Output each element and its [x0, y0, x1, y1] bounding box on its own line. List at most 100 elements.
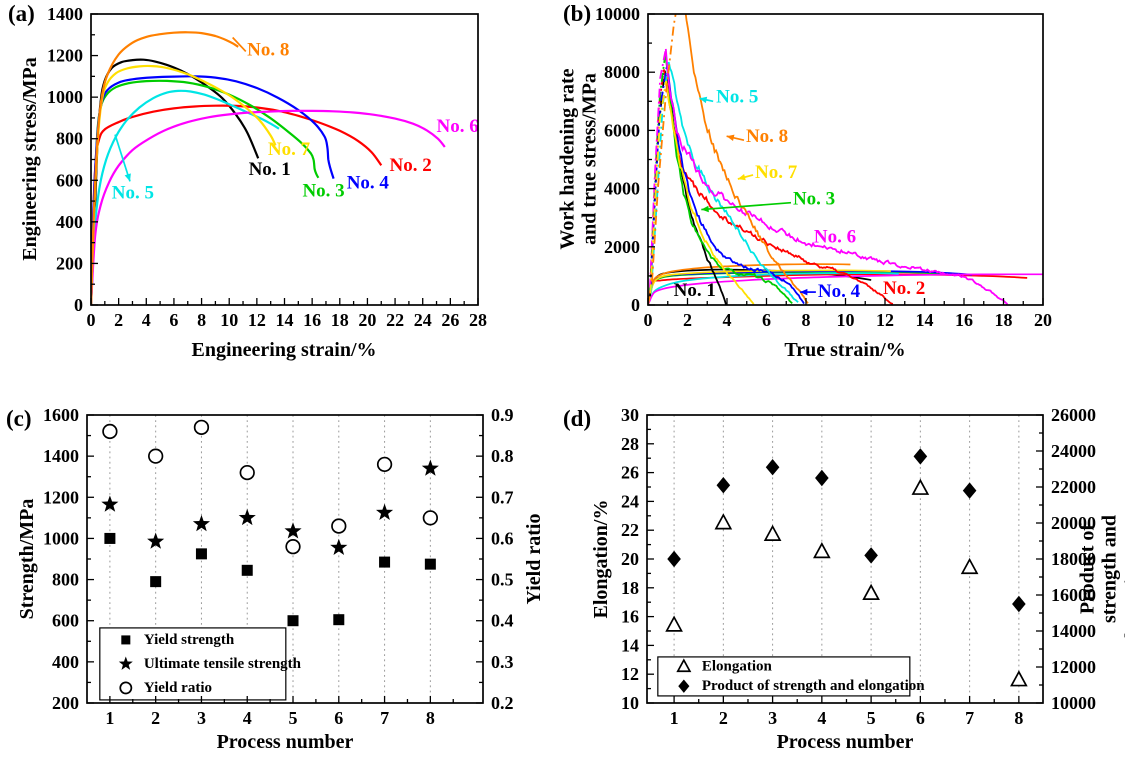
svg-text:4: 4 [142, 310, 151, 330]
svg-text:2: 2 [114, 310, 123, 330]
svg-text:0.5: 0.5 [491, 570, 514, 590]
tick-labels-b: 0 2 4 6 8 10 12 14 16 18 20 0 2000 4000 6000 8000 10000 [595, 4, 1052, 330]
svg-text:8: 8 [802, 310, 811, 330]
svg-text:10000: 10000 [595, 4, 640, 24]
panel-b: No. 5 No. 8 No. 7 No. 3 No. 6 No. 1 No. 4 No. 2… [595, 4, 1052, 330]
svg-text:0: 0 [631, 295, 640, 315]
panel-a: No. 8 No. 6 No. 7No. 1 No. 2No. 4No. 3 No. 5… [47, 4, 487, 330]
svg-text:22000: 22000 [1051, 477, 1096, 497]
svg-text:4: 4 [817, 708, 826, 728]
svg-text:14: 14 [916, 310, 934, 330]
svg-text:8: 8 [1014, 708, 1023, 728]
svg-text:0.9: 0.9 [491, 405, 514, 425]
series-a [91, 31, 446, 305]
svg-text:No. 2: No. 2 [883, 278, 925, 299]
panel-d-y2label: Product of strength and elongation/MPa% [1076, 491, 1125, 647]
svg-text:12: 12 [248, 310, 266, 330]
panel-a-ylabel: Engineering stress/MPa [18, 57, 41, 261]
panel-b-tag: (b) [563, 1, 592, 26]
svg-text:0.8: 0.8 [491, 446, 514, 466]
svg-text:10: 10 [220, 310, 238, 330]
svg-text:28: 28 [469, 310, 487, 330]
svg-text:No. 7: No. 7 [268, 139, 311, 160]
svg-text:8: 8 [426, 708, 435, 728]
svg-text:1400: 1400 [43, 446, 79, 466]
svg-text:No. 8: No. 8 [746, 126, 788, 147]
panel-c: Yield strength Ultimate tensile strength Y… [43, 405, 514, 728]
svg-text:800: 800 [52, 570, 79, 590]
panel-d: Elongation Product of strength and elonga… [621, 405, 1096, 728]
svg-text:1: 1 [670, 708, 679, 728]
svg-text:1200: 1200 [47, 46, 83, 66]
svg-text:16000: 16000 [1051, 585, 1096, 605]
svg-text:0: 0 [87, 310, 96, 330]
ticks-c [87, 414, 483, 704]
legend-d: Elongation Product of strength and elonga… [657, 656, 925, 697]
svg-text:0.6: 0.6 [491, 528, 514, 548]
annotations-b: No. 5 No. 8 No. 7 No. 3 No. 6 No. 1 No. 4 No. 2 [674, 86, 926, 301]
svg-text:800: 800 [56, 129, 83, 149]
tick-labels-d: 1 2 3 4 5 6 7 810121416182022242628301000012000… [621, 405, 1096, 728]
svg-text:No. 8: No. 8 [247, 39, 289, 60]
series-b [648, 14, 1043, 305]
svg-text:400: 400 [56, 212, 83, 232]
legend-c: Yield strength Ultimate tensile strength Y… [99, 627, 302, 701]
svg-text:0.7: 0.7 [491, 487, 514, 507]
svg-text:10: 10 [621, 693, 639, 713]
ticks-b [647, 13, 1044, 306]
svg-text:No. 3: No. 3 [793, 189, 835, 210]
panel-b-ylabel: Work hardening rate and true stress/MPa [556, 68, 601, 250]
svg-text:Elongation: Elongation [702, 659, 773, 675]
svg-text:No. 7: No. 7 [755, 162, 798, 183]
svg-text:6000: 6000 [604, 120, 640, 140]
svg-text:No. 1: No. 1 [674, 280, 716, 301]
svg-text:12: 12 [876, 310, 894, 330]
scatter-star-filled [101, 459, 439, 555]
annotations-a: No. 8 No. 6 No. 7No. 1 No. 2No. 4No. 3 No. 5 [112, 36, 479, 204]
svg-text:18: 18 [331, 310, 349, 330]
tick-labels-a: 0 2 4 6 8 10 12 14 16 18 20 22 24 26 28020040060080010… [47, 4, 487, 330]
svg-text:1200: 1200 [43, 487, 79, 507]
panel-d-ylabel: Elongation/% [589, 499, 612, 619]
svg-text:2: 2 [719, 708, 728, 728]
svg-text:No. 5: No. 5 [716, 86, 758, 107]
svg-text:20: 20 [358, 310, 376, 330]
svg-text:No. 6: No. 6 [814, 226, 856, 247]
svg-text:16: 16 [303, 310, 321, 330]
scatter-circle-open [102, 419, 439, 555]
svg-text:16: 16 [621, 607, 639, 627]
svg-text:4: 4 [723, 310, 732, 330]
svg-text:24000: 24000 [1051, 441, 1096, 461]
svg-text:8000: 8000 [604, 62, 640, 82]
svg-text:No. 5: No. 5 [112, 183, 154, 204]
svg-text:3: 3 [197, 708, 206, 728]
panel-c-ylabel: Strength/MPa [15, 498, 38, 620]
panel-c-tag: (c) [6, 406, 32, 431]
svg-text:1400: 1400 [47, 4, 83, 24]
svg-text:No. 4: No. 4 [818, 281, 861, 302]
svg-text:22: 22 [386, 310, 404, 330]
svg-text:400: 400 [52, 652, 79, 672]
svg-text:5: 5 [867, 708, 876, 728]
svg-text:4000: 4000 [604, 179, 640, 199]
svg-text:Yield strength: Yield strength [144, 632, 235, 648]
svg-text:30: 30 [621, 405, 639, 425]
svg-text:0: 0 [644, 310, 653, 330]
svg-text:8: 8 [197, 310, 206, 330]
svg-text:1: 1 [105, 708, 114, 728]
svg-text:12000: 12000 [1051, 657, 1096, 677]
svg-text:10000: 10000 [1051, 693, 1096, 713]
svg-text:5: 5 [289, 708, 298, 728]
svg-text:3: 3 [768, 708, 777, 728]
svg-text:No. 3: No. 3 [302, 181, 344, 202]
svg-text:2: 2 [151, 708, 160, 728]
svg-text:600: 600 [56, 170, 83, 190]
ticks-a [90, 13, 479, 306]
svg-text:600: 600 [52, 611, 79, 631]
svg-text:No. 4: No. 4 [347, 173, 390, 194]
svg-text:7: 7 [380, 708, 389, 728]
scatter-diamond-filled [667, 448, 1026, 613]
svg-text:24: 24 [414, 310, 432, 330]
svg-text:20000: 20000 [1051, 513, 1096, 533]
